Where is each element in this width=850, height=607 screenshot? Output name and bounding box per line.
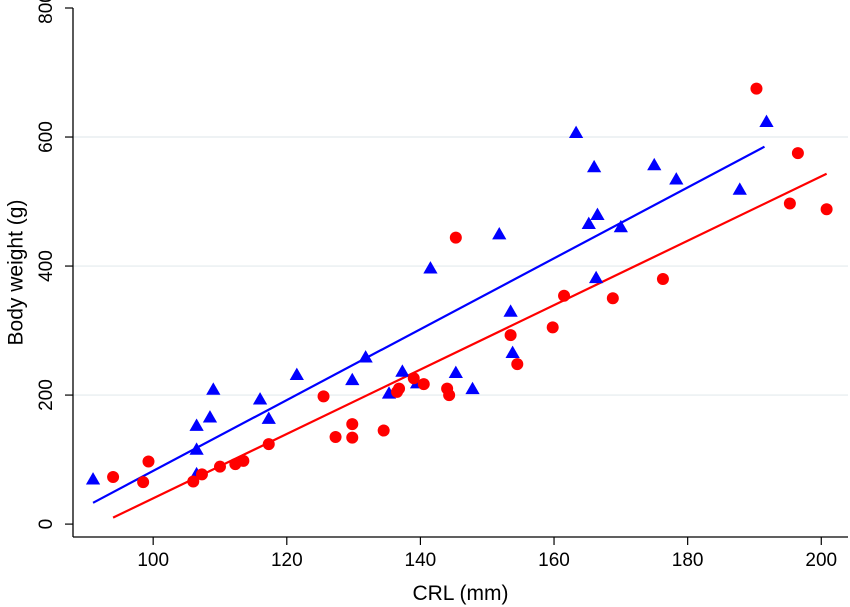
y-tick-label: 600 bbox=[36, 121, 57, 153]
data-point-circle bbox=[346, 418, 359, 431]
data-point-triangle bbox=[505, 345, 520, 359]
data-point-triangle bbox=[189, 418, 204, 431]
y-axis-label: Body weight (g) bbox=[5, 200, 28, 346]
data-point-circle bbox=[195, 468, 208, 481]
data-point-circle bbox=[504, 329, 517, 342]
data-point-circle bbox=[137, 476, 150, 489]
data-point-circle bbox=[187, 475, 200, 488]
y-tick-label: 200 bbox=[36, 379, 57, 411]
data-point-triangle bbox=[590, 207, 605, 220]
data-point-triangle bbox=[586, 159, 602, 173]
data-point-circle bbox=[237, 454, 250, 467]
y-tick-label: 400 bbox=[36, 250, 57, 282]
data-point-triangle bbox=[206, 382, 221, 395]
data-point-circle bbox=[820, 203, 833, 216]
data-point-circle bbox=[656, 272, 669, 285]
data-points bbox=[85, 82, 833, 489]
data-point-triangle bbox=[202, 410, 218, 423]
data-point-circle bbox=[449, 231, 462, 244]
x-tick-label: 180 bbox=[672, 550, 704, 571]
data-point-triangle bbox=[395, 364, 410, 377]
data-point-circle bbox=[783, 197, 796, 210]
y-tick-label: 800 bbox=[36, 0, 57, 24]
data-point-triangle bbox=[732, 182, 747, 195]
data-point-circle bbox=[511, 358, 524, 371]
data-point-circle bbox=[262, 438, 275, 451]
data-point-circle bbox=[750, 82, 763, 95]
axes bbox=[72, 8, 848, 538]
x-tick-label: 100 bbox=[137, 550, 169, 571]
gridlines bbox=[73, 136, 848, 396]
data-point-triangle bbox=[358, 350, 373, 363]
data-point-circle bbox=[346, 431, 359, 444]
x-tick-label: 200 bbox=[805, 550, 837, 571]
x-axis-label: CRL (mm) bbox=[412, 582, 508, 605]
fit-line-triangle bbox=[92, 145, 766, 504]
data-point-triangle bbox=[669, 172, 684, 185]
fit-lines bbox=[92, 145, 828, 519]
data-point-circle bbox=[443, 389, 456, 402]
data-point-circle bbox=[558, 289, 571, 302]
data-point-triangle bbox=[261, 411, 276, 424]
data-point-triangle bbox=[465, 381, 480, 395]
data-point-triangle bbox=[289, 367, 304, 380]
data-point-circle bbox=[393, 382, 406, 395]
x-tick-label: 160 bbox=[538, 550, 570, 571]
data-point-triangle bbox=[448, 365, 463, 379]
data-point-triangle bbox=[345, 372, 360, 386]
ticks: 0 200 400 600 800 100 120 140 160 180 200 bbox=[36, 0, 837, 571]
data-point-triangle bbox=[647, 157, 662, 171]
y-tick-label: 0 bbox=[36, 519, 57, 530]
data-point-circle bbox=[417, 378, 430, 391]
data-point-triangle bbox=[252, 392, 268, 405]
data-point-triangle bbox=[581, 216, 596, 229]
data-point-circle bbox=[142, 455, 155, 468]
data-point-circle bbox=[213, 460, 226, 473]
data-point-triangle bbox=[503, 304, 518, 317]
data-point-circle bbox=[407, 372, 420, 385]
data-point-circle bbox=[377, 424, 390, 437]
data-point-circle bbox=[546, 321, 559, 334]
data-point-triangle bbox=[423, 261, 438, 274]
data-point-triangle bbox=[589, 270, 604, 284]
data-point-circle bbox=[107, 471, 120, 484]
data-point-triangle bbox=[568, 125, 584, 139]
data-point-circle bbox=[329, 431, 342, 444]
data-point-triangle bbox=[759, 114, 774, 128]
data-point-triangle bbox=[85, 472, 101, 485]
data-point-triangle bbox=[613, 219, 628, 233]
x-tick-label: 120 bbox=[271, 550, 303, 571]
data-point-triangle bbox=[492, 226, 507, 240]
x-tick-label: 140 bbox=[405, 550, 437, 571]
data-point-circle bbox=[791, 147, 804, 160]
data-point-circle bbox=[606, 292, 619, 305]
data-point-triangle bbox=[189, 442, 204, 455]
data-point-circle bbox=[317, 390, 330, 403]
